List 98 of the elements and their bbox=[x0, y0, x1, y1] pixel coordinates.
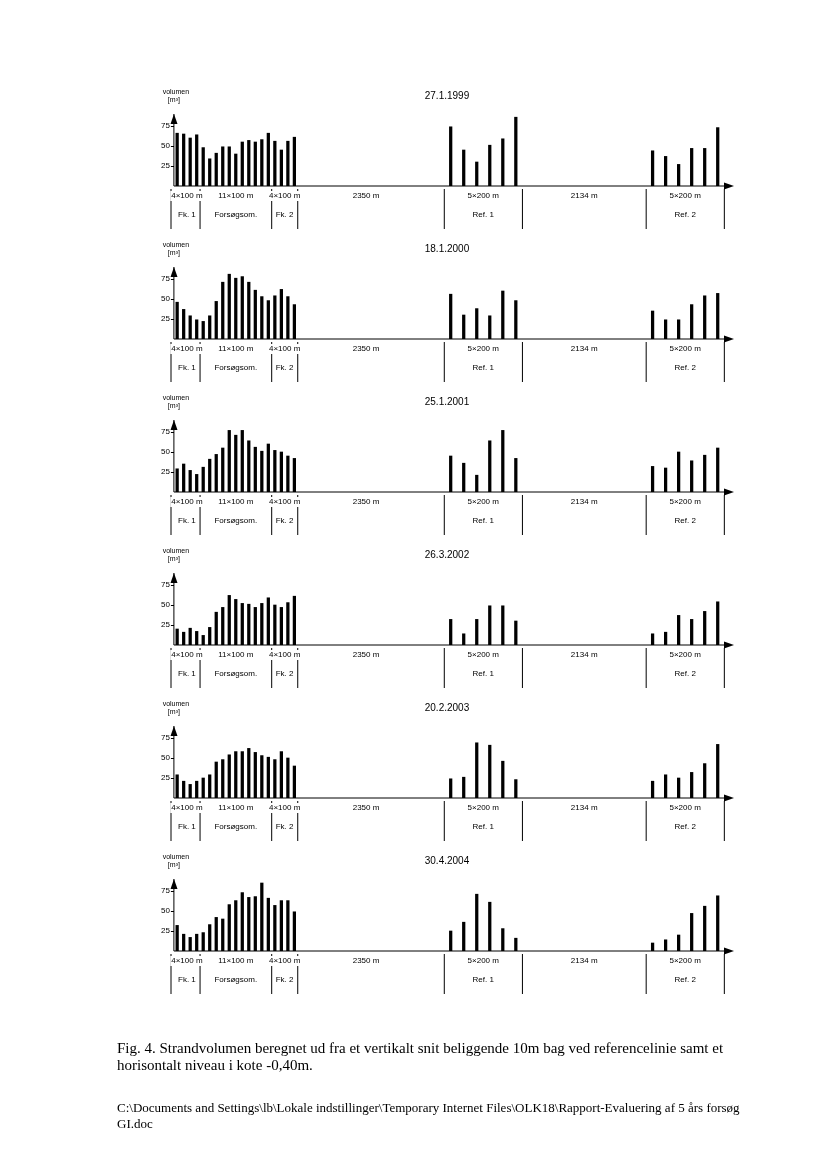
text: Fk. 2 bbox=[275, 669, 295, 679]
text: Fk. 2 bbox=[275, 822, 295, 832]
text: Fk. 2 bbox=[275, 516, 295, 526]
text: Ref. 2 bbox=[674, 822, 697, 832]
chart-title: 25.1.2001 bbox=[424, 395, 470, 407]
text: 4×100 m bbox=[171, 803, 203, 813]
text: 5×200 m bbox=[669, 497, 702, 507]
text: 2134 m bbox=[570, 497, 598, 507]
text: Fk. 1 bbox=[178, 975, 197, 985]
text: 5×200 m bbox=[467, 803, 500, 813]
text: 4×100 m bbox=[171, 956, 203, 966]
text: 2350 m bbox=[352, 803, 380, 813]
text: Ref. 1 bbox=[472, 822, 495, 832]
text: Forsøgsom. bbox=[214, 669, 258, 679]
text: 5×200 m bbox=[467, 344, 500, 354]
text: 4×100 m bbox=[268, 956, 301, 966]
text: Forsøgsom. bbox=[214, 975, 258, 985]
text: Forsøgsom. bbox=[214, 363, 258, 373]
text: 5×200 m bbox=[669, 191, 702, 201]
y-tick-label: 25 bbox=[160, 467, 171, 477]
y-tick-label: 50 bbox=[160, 294, 171, 304]
text: C:\Documents and Settings\lb\Lokale indstillinger\Temporary Internet Files\OLK18\Rapport-Evaluering af 5 års forsøg GI.doc bbox=[117, 1100, 741, 1132]
y-tick-label: 75 bbox=[160, 427, 171, 437]
text: Ref. 2 bbox=[674, 669, 697, 679]
text: Forsøgsom. bbox=[214, 210, 258, 220]
chart-title: 26.3.2002 bbox=[424, 548, 470, 560]
text: 2134 m bbox=[570, 191, 598, 201]
text: Fk. 2 bbox=[275, 975, 295, 985]
y-tick-label: 25 bbox=[160, 773, 171, 783]
text: 5×200 m bbox=[669, 956, 702, 966]
text: Ref. 1 bbox=[472, 210, 495, 220]
text: Ref. 1 bbox=[472, 975, 495, 985]
text: 4×100 m bbox=[171, 497, 203, 507]
y-tick-label: 50 bbox=[160, 600, 171, 610]
text: 11×100 m bbox=[218, 191, 254, 201]
text: 11×100 m bbox=[218, 650, 254, 660]
text: 5×200 m bbox=[669, 803, 702, 813]
text: 4×100 m bbox=[268, 803, 301, 813]
chart-title: 20.2.2003 bbox=[424, 701, 470, 713]
text: 5×200 m bbox=[467, 956, 500, 966]
text: 2134 m bbox=[570, 650, 598, 660]
chart-title: 27.1.1999 bbox=[424, 89, 470, 101]
text: Fk. 2 bbox=[275, 210, 295, 220]
y-tick-label: 75 bbox=[160, 733, 171, 743]
text: 11×100 m bbox=[218, 497, 254, 507]
y-tick-label: 25 bbox=[160, 314, 171, 324]
text: Ref. 1 bbox=[472, 516, 495, 526]
text: 4×100 m bbox=[268, 191, 301, 201]
y-tick-label: 75 bbox=[160, 274, 171, 284]
y-tick-label: 50 bbox=[160, 906, 171, 916]
text: 2350 m bbox=[352, 191, 380, 201]
text: 4×100 m bbox=[171, 191, 203, 201]
y-tick-label: 25 bbox=[160, 620, 171, 630]
text: 5×200 m bbox=[669, 650, 702, 660]
text: Ref. 2 bbox=[674, 210, 697, 220]
chart-title: 18.1.2000 bbox=[424, 242, 470, 254]
y-tick-label: 75 bbox=[160, 580, 171, 590]
text: Ref. 1 bbox=[472, 669, 495, 679]
text: 4×100 m bbox=[268, 650, 301, 660]
text: 5×200 m bbox=[467, 650, 500, 660]
text: 2350 m bbox=[352, 956, 380, 966]
y-tick-label: 50 bbox=[160, 753, 171, 763]
text: Fk. 2 bbox=[275, 363, 295, 373]
text: Forsøgsom. bbox=[214, 516, 258, 526]
y-tick-label: 50 bbox=[160, 141, 171, 151]
y-tick-label: 50 bbox=[160, 447, 171, 457]
text: Ref. 1 bbox=[472, 363, 495, 373]
caption: Fig. 4. Strandvolumen beregnet ud fra et vertikalt snit beliggende 10m bag ved referencelinie samt et horisontalt niveau i kote -0,40m. bbox=[117, 1040, 725, 1074]
text: 4×100 m bbox=[268, 497, 301, 507]
text: 2350 m bbox=[352, 344, 380, 354]
text: Fk. 1 bbox=[178, 669, 197, 679]
chart-title: 30.4.2004 bbox=[424, 854, 470, 866]
y-tick-label: 75 bbox=[160, 121, 171, 131]
text: 2134 m bbox=[570, 803, 598, 813]
y-tick-label: 25 bbox=[160, 161, 171, 171]
text: Forsøgsom. bbox=[214, 822, 258, 832]
y-tick-label: 25 bbox=[160, 926, 171, 936]
text: 11×100 m bbox=[218, 803, 254, 813]
text: Ref. 2 bbox=[674, 363, 697, 373]
text: Fk. 1 bbox=[178, 516, 197, 526]
text: 4×100 m bbox=[268, 344, 301, 354]
text: Fk. 1 bbox=[178, 363, 197, 373]
text: 2134 m bbox=[570, 956, 598, 966]
text: Ref. 2 bbox=[674, 516, 697, 526]
text: 5×200 m bbox=[467, 497, 500, 507]
text: Fk. 1 bbox=[178, 210, 197, 220]
text: 11×100 m bbox=[218, 956, 254, 966]
text: 4×100 m bbox=[171, 344, 203, 354]
text: Fk. 1 bbox=[178, 822, 197, 832]
text: 5×200 m bbox=[467, 191, 500, 201]
text: 5×200 m bbox=[669, 344, 702, 354]
text: Ref. 2 bbox=[674, 975, 697, 985]
text: 11×100 m bbox=[218, 344, 254, 354]
text: 2350 m bbox=[352, 650, 380, 660]
text: 2350 m bbox=[352, 497, 380, 507]
y-tick-label: 75 bbox=[160, 886, 171, 896]
text: 4×100 m bbox=[171, 650, 203, 660]
text: 2134 m bbox=[570, 344, 598, 354]
